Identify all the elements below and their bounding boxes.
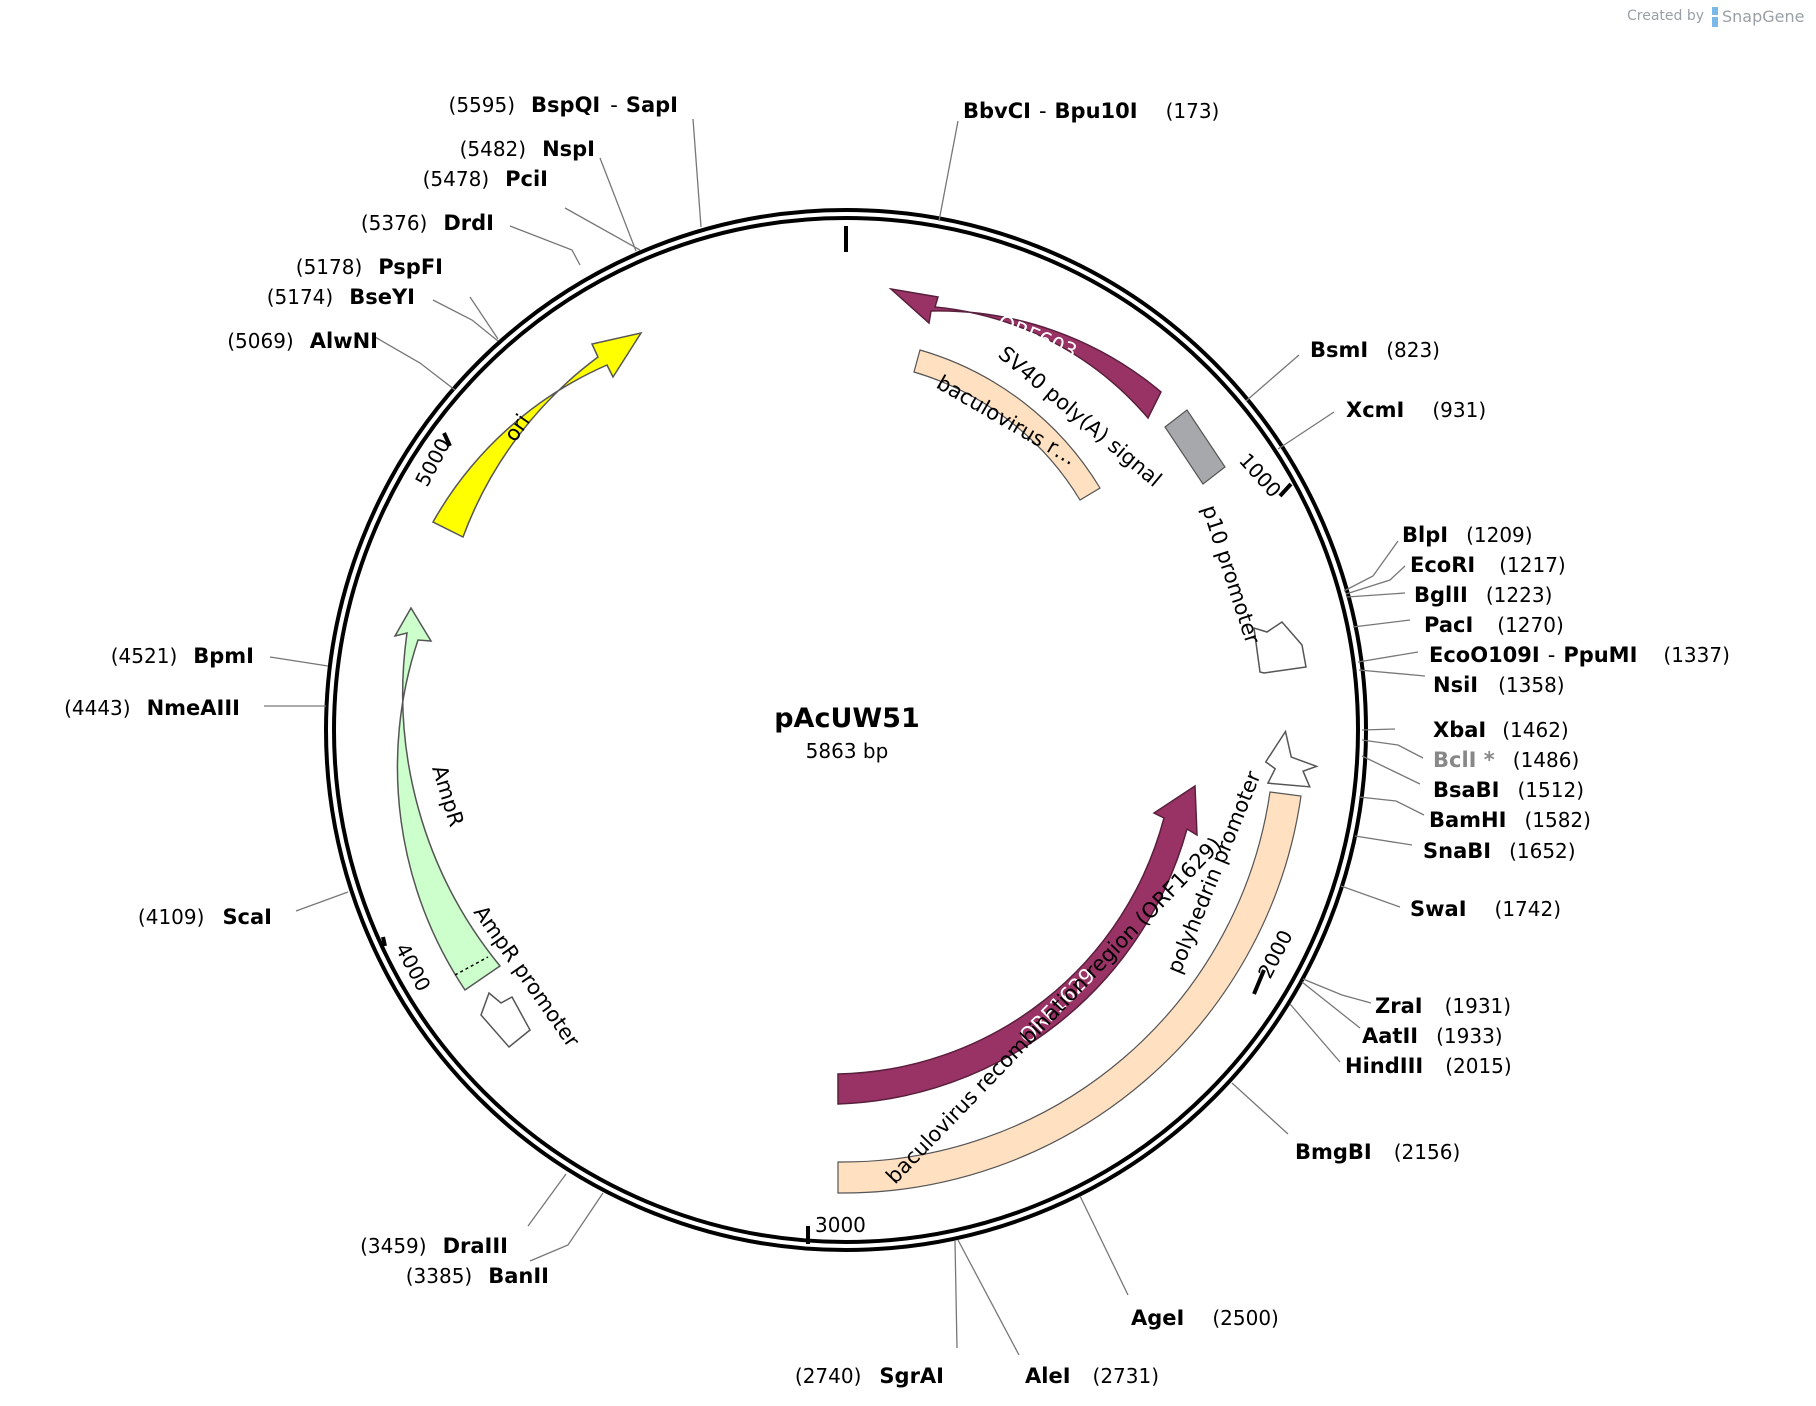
tick-1000 (1278, 482, 1293, 498)
site-s1[interactable]: BbvCI - Bpu10I (173) (963, 99, 1219, 123)
site-s18[interactable]: HindIII (2015) (1345, 1054, 1512, 1078)
baculo-long-bar (837, 791, 1302, 1194)
credit-text: Created by (1627, 8, 1704, 24)
site-s32[interactable]: (5478) PciI (423, 167, 548, 191)
site-s28[interactable]: (5069) AlwNI (227, 329, 378, 353)
site-s21[interactable]: AleI (2731) (1025, 1364, 1159, 1388)
site-s33[interactable]: (5482) NspI (460, 137, 595, 161)
ampr-arrow (393, 606, 502, 992)
plasmid-size: 5863 bp (806, 739, 889, 763)
site-s12[interactable]: BsaBI (1512) (1433, 778, 1584, 802)
ori-arrow (431, 331, 643, 539)
site-s14[interactable]: SnaBI (1652) (1423, 839, 1576, 863)
site-s6[interactable]: BglII (1223) (1414, 583, 1552, 607)
tick-5000 (442, 432, 452, 447)
p10-arrow-icon (1253, 621, 1307, 674)
site-s4[interactable]: BlpI (1209) (1402, 523, 1533, 547)
site-s26[interactable]: (4443) NmeAIII (64, 696, 240, 720)
orf603-arrow (888, 287, 1162, 420)
orf1629-arrow (837, 784, 1198, 1105)
feature-p10[interactable]: p10 promoter (1197, 502, 1307, 674)
site-s24[interactable]: (3459) DraIII (360, 1234, 508, 1258)
site-s29[interactable]: (5174) BseYI (267, 285, 415, 309)
restriction-sites: BbvCI - Bpu10I (173) BsmI (823) XcmI (931) Bl… (64, 93, 1730, 1388)
site-s3[interactable]: XcmI (931) (1346, 398, 1486, 422)
site-s34[interactable]: (5595) BspQI - SapI (449, 93, 678, 117)
tick-2000 (1252, 969, 1266, 995)
site-s20[interactable]: AgeI (2500) (1131, 1306, 1279, 1330)
site-s30[interactable]: (5178) PspFI (296, 255, 443, 279)
site-s23[interactable]: (3385) BanII (406, 1264, 549, 1288)
snapgene-logo-icon (1712, 7, 1718, 27)
site-s25[interactable]: (4109) ScaI (138, 905, 272, 929)
feature-ori[interactable]: ori (431, 331, 643, 539)
site-s19[interactable]: BmgBI (2156) (1295, 1140, 1460, 1164)
tick-label-5000: 5000 (410, 434, 455, 490)
tick-label-3000: 3000 (815, 1213, 866, 1237)
site-s9[interactable]: NsiI (1358) (1433, 673, 1565, 697)
polyhedrin-arrow-icon (1264, 729, 1319, 788)
tick-label-4000: 4000 (391, 939, 436, 995)
site-s17[interactable]: AatII (1933) (1362, 1024, 1503, 1048)
site-s8[interactable]: EcoO109I - PpuMI (1337) (1429, 643, 1730, 667)
site-s31[interactable]: (5376) DrdI (361, 211, 494, 235)
tick-4000 (381, 936, 387, 947)
site-s13[interactable]: BamHI (1582) (1429, 808, 1591, 832)
site-s7[interactable]: PacI (1270) (1424, 613, 1564, 637)
site-s11[interactable]: BclI * (1486) (1433, 748, 1579, 772)
site-s22[interactable]: (2740) SgrAI (795, 1364, 944, 1388)
site-leader-lines (264, 118, 1426, 1356)
baculo-short-bar (913, 349, 1101, 501)
feature-ampr-promoter[interactable]: AmpR promoter (469, 901, 585, 1052)
site-s15[interactable]: SwaI (1742) (1410, 897, 1561, 921)
p10-label: p10 promoter (1197, 502, 1264, 647)
site-s27[interactable]: (4521) BpmI (111, 644, 254, 668)
site-s5[interactable]: EcoRI (1217) (1410, 553, 1566, 577)
ampr-label: AmpR (427, 762, 468, 829)
site-s2[interactable]: BsmI (823) (1310, 338, 1440, 362)
plasmid-name: pAcUW51 (774, 703, 920, 734)
site-s10[interactable]: XbaI (1462) (1433, 718, 1569, 742)
sv40-box (1164, 409, 1226, 485)
credit-brand: SnapGene (1722, 7, 1804, 26)
ampr-promoter-arrow-icon (480, 991, 531, 1049)
site-s16[interactable]: ZraI (1931) (1375, 994, 1511, 1018)
tick-label-2000: 2000 (1253, 926, 1297, 982)
